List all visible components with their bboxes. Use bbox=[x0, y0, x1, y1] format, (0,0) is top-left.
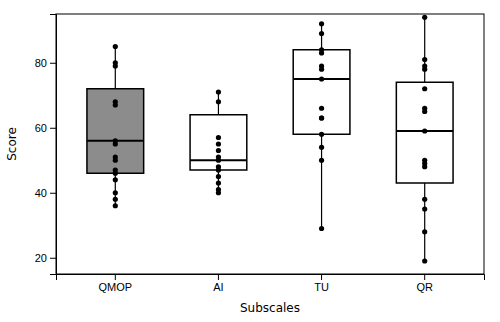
point bbox=[113, 203, 118, 208]
box-group bbox=[190, 89, 247, 195]
x-tick-mark bbox=[115, 274, 116, 280]
x-tick-label: QR bbox=[416, 281, 433, 293]
point bbox=[113, 158, 118, 163]
y-tick-mark bbox=[50, 63, 56, 64]
y-axis-title: Score bbox=[5, 127, 19, 161]
box bbox=[396, 82, 453, 183]
whisker-low bbox=[424, 183, 425, 261]
point bbox=[422, 57, 427, 62]
y-axis: 20 40 60 80 bbox=[35, 15, 57, 275]
point bbox=[216, 89, 221, 94]
point bbox=[422, 67, 427, 72]
point bbox=[319, 106, 324, 111]
box-group bbox=[293, 21, 350, 231]
y-tick-label: 20 bbox=[35, 252, 47, 264]
point bbox=[216, 180, 221, 185]
point bbox=[319, 31, 324, 36]
point bbox=[319, 158, 324, 163]
box-group bbox=[87, 44, 144, 208]
x-tick-mark bbox=[321, 274, 322, 280]
point bbox=[319, 67, 324, 72]
point bbox=[319, 50, 324, 55]
boxes bbox=[87, 15, 453, 264]
point bbox=[422, 86, 427, 91]
x-tick: TU bbox=[314, 274, 329, 293]
point bbox=[319, 132, 324, 137]
point bbox=[113, 102, 118, 107]
y-tick: 40 bbox=[35, 187, 56, 199]
whisker-high bbox=[321, 24, 322, 50]
point bbox=[319, 226, 324, 231]
point bbox=[113, 44, 118, 49]
y-tick-mark bbox=[50, 128, 56, 129]
x-tick-mark bbox=[424, 274, 425, 280]
point bbox=[319, 145, 324, 150]
point bbox=[216, 148, 221, 153]
y-tick-label: 40 bbox=[35, 187, 47, 199]
point bbox=[422, 206, 427, 211]
y-tick-mark bbox=[50, 193, 56, 194]
x-tick-label: AI bbox=[213, 281, 223, 293]
box bbox=[87, 89, 144, 174]
x-tick: QR bbox=[416, 274, 433, 293]
x-axis-title: Subscales bbox=[240, 301, 300, 315]
x-tick: QMOP bbox=[98, 274, 132, 293]
point bbox=[422, 128, 427, 133]
box bbox=[293, 50, 350, 135]
point bbox=[113, 171, 118, 176]
point bbox=[422, 164, 427, 169]
x-axis: QMOP AI TU QR bbox=[57, 274, 485, 293]
x-tick-label: QMOP bbox=[98, 281, 132, 293]
point bbox=[422, 109, 427, 114]
point bbox=[422, 229, 427, 234]
x-axis-line bbox=[57, 275, 485, 281]
x-tick: AI bbox=[213, 274, 223, 293]
point bbox=[422, 258, 427, 263]
y-tick: 80 bbox=[35, 57, 56, 69]
point bbox=[216, 158, 221, 163]
point bbox=[422, 15, 427, 20]
y-tick-label: 60 bbox=[35, 122, 47, 134]
whisker-high bbox=[424, 17, 425, 82]
point bbox=[216, 190, 221, 195]
point bbox=[319, 115, 324, 120]
point bbox=[216, 167, 221, 172]
point bbox=[113, 177, 118, 182]
point bbox=[113, 190, 118, 195]
x-tick-label: TU bbox=[314, 281, 329, 293]
y-tick: 20 bbox=[35, 252, 56, 264]
point bbox=[113, 197, 118, 202]
point bbox=[422, 197, 427, 202]
point bbox=[216, 174, 221, 179]
y-tick-mark bbox=[50, 258, 56, 259]
y-tick-label: 80 bbox=[35, 57, 47, 69]
x-tick-mark bbox=[218, 274, 219, 280]
plot: 20 40 60 80 QMOP AI TU QR bbox=[35, 14, 485, 293]
y-tick: 60 bbox=[35, 122, 56, 134]
y-axis-line bbox=[50, 15, 57, 275]
point bbox=[319, 21, 324, 26]
point bbox=[319, 115, 324, 120]
point bbox=[216, 135, 221, 140]
box-group bbox=[396, 15, 453, 264]
chart: 20 40 60 80 QMOP AI TU QR Subscales Score bbox=[0, 0, 500, 322]
point bbox=[113, 63, 118, 68]
point bbox=[216, 141, 221, 146]
point bbox=[319, 76, 324, 81]
plot-frame bbox=[56, 14, 484, 274]
box bbox=[190, 115, 247, 170]
point bbox=[216, 99, 221, 104]
point bbox=[113, 141, 118, 146]
